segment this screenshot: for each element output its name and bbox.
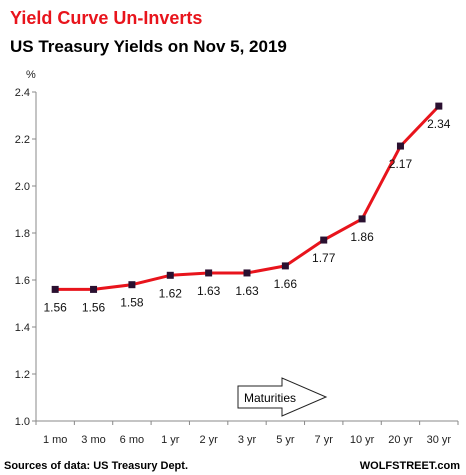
data-label: 1.56 xyxy=(44,300,68,314)
data-point xyxy=(320,236,328,244)
data-point xyxy=(435,102,443,110)
y-tick-label: 1.4 xyxy=(15,322,30,334)
y-tick-label: 2.2 xyxy=(15,134,30,146)
y-tick-label: 2.4 xyxy=(15,87,30,99)
series-line xyxy=(55,105,440,291)
y-tick-label: 1.0 xyxy=(15,416,30,428)
data-point xyxy=(51,285,59,293)
data-point xyxy=(358,215,366,223)
y-axis-unit-label: % xyxy=(26,69,36,81)
data-label: 2.34 xyxy=(427,117,451,131)
data-label: 1.63 xyxy=(235,284,259,298)
data-label: 1.58 xyxy=(120,296,144,310)
data-point xyxy=(243,269,251,277)
y-tick-label: 2.0 xyxy=(15,181,30,193)
data-point xyxy=(166,271,174,279)
y-axis-ticks: 1.0 1.2 1.4 1.6 1.8 2.0 2.2 2.4 xyxy=(15,87,36,428)
source-note: Sources of data: US Treasury Dept. xyxy=(4,460,188,472)
chart-subtitle: US Treasury Yields on Nov 5, 2019 xyxy=(10,37,287,56)
x-tick-label: 2 yr xyxy=(199,434,218,446)
data-label: 1.62 xyxy=(159,286,183,300)
data-point xyxy=(205,269,213,277)
x-tick-label: 3 yr xyxy=(238,434,257,446)
data-labels: 1.56 1.56 1.58 1.62 1.63 1.63 1.66 1.77 1.86 2.17… xyxy=(44,117,451,314)
data-point xyxy=(128,281,136,289)
maturities-arrow: Maturities xyxy=(237,377,328,417)
x-tick-label: 1 mo xyxy=(43,434,67,446)
data-label: 1.77 xyxy=(312,251,336,265)
y-tick-label: 1.6 xyxy=(15,275,30,287)
x-tick-label: 5 yr xyxy=(276,434,295,446)
x-tick-label: 3 mo xyxy=(81,434,105,446)
x-tick-label: 10 yr xyxy=(350,434,375,446)
maturities-annotation: Maturities xyxy=(244,391,296,405)
brand-mark: WOLFSTREET.com xyxy=(360,460,460,472)
y-tick-label: 1.8 xyxy=(15,228,30,240)
x-axis-ticks: 1 mo 3 mo 6 mo 1 yr 2 yr 3 yr 5 yr 7 yr 10 yr 20 … xyxy=(35,421,459,446)
data-label: 1.56 xyxy=(82,300,106,314)
data-label: 1.63 xyxy=(197,284,221,298)
data-point xyxy=(396,142,404,150)
x-tick-label: 6 mo xyxy=(120,434,144,446)
x-tick-label: 1 yr xyxy=(161,434,180,446)
x-tick-label: 30 yr xyxy=(427,434,452,446)
data-label: 1.86 xyxy=(350,230,374,244)
yield-series xyxy=(51,102,443,293)
x-tick-label: 20 yr xyxy=(388,434,413,446)
axes xyxy=(35,92,458,422)
arrow-shape xyxy=(237,377,328,417)
x-tick-label: 7 yr xyxy=(315,434,334,446)
data-point xyxy=(281,262,289,270)
y-tick-label: 1.2 xyxy=(15,369,30,381)
data-label: 1.66 xyxy=(274,277,298,291)
data-point xyxy=(90,285,98,293)
data-label: 2.17 xyxy=(389,157,413,171)
chart-title: Yield Curve Un-Inverts xyxy=(10,8,202,28)
